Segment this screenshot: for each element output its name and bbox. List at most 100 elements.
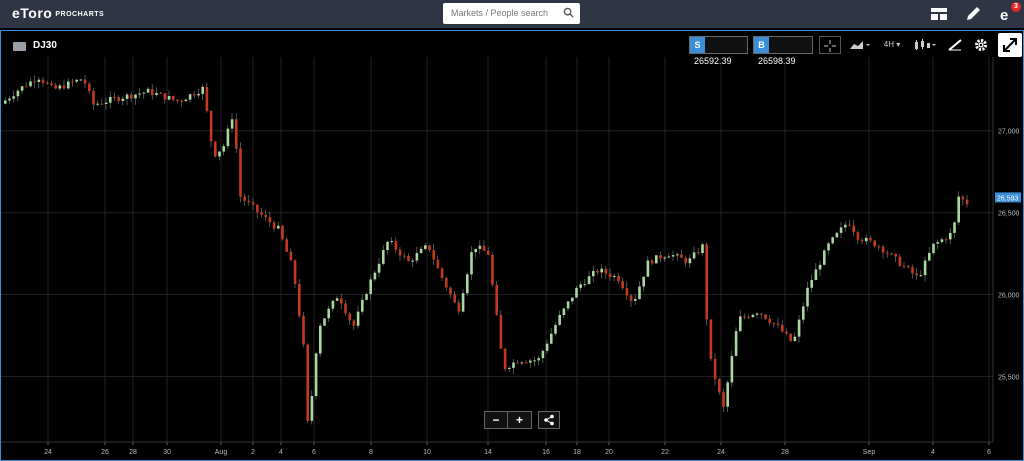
candle-body (214, 141, 217, 157)
candle-body (860, 239, 864, 242)
candle-body (306, 344, 309, 421)
drawing-tools-button[interactable] (945, 36, 965, 54)
candle-body (260, 212, 263, 215)
x-tick-label: 20 (605, 449, 613, 456)
candle-body (625, 288, 629, 296)
candle-body (579, 284, 582, 288)
candle-body (911, 267, 914, 274)
candle-body (466, 274, 469, 294)
candle-body (575, 287, 578, 298)
candle-body (88, 83, 91, 92)
candle-body (844, 224, 847, 228)
notifications-icon[interactable]: e (998, 5, 1016, 23)
candle-body (62, 85, 66, 89)
pencil-icon[interactable] (964, 5, 982, 23)
y-tick-label: 26,500 (998, 211, 1020, 218)
candle-body (709, 319, 713, 359)
candle-body (146, 88, 150, 93)
candle-body (957, 196, 960, 223)
candle-body (789, 333, 792, 341)
candle-body (29, 81, 32, 87)
etoro-logo[interactable]: eToro PROCHARTS (12, 5, 104, 21)
layout-icon[interactable] (930, 5, 948, 23)
chart-type-button[interactable] (847, 36, 873, 54)
zoom-in-button[interactable]: + (515, 413, 523, 427)
area-chart-icon (850, 41, 870, 49)
zoom-out-button[interactable]: − (485, 412, 508, 428)
instrument-symbol: DJ30 (33, 40, 57, 51)
candle-body (508, 367, 511, 369)
candle-body (524, 362, 528, 364)
candle-body (818, 264, 822, 270)
candle-body (457, 302, 461, 312)
candle-body (894, 253, 897, 257)
candle-body (138, 93, 141, 95)
candles-button[interactable] (911, 36, 939, 54)
candle-body (806, 287, 809, 307)
candle-body (823, 250, 826, 265)
sell-button[interactable]: S 26592.39 (689, 36, 748, 66)
candle-body (113, 96, 116, 98)
timeframe-button[interactable]: 4H ▾ (879, 36, 905, 54)
candle-body (512, 362, 515, 368)
candle-body (797, 319, 801, 337)
candle-body (873, 240, 876, 247)
candle-body (482, 245, 486, 251)
settings-button[interactable] (971, 36, 991, 54)
candle-body (839, 227, 843, 233)
candle-body (705, 244, 708, 320)
candle-body (831, 237, 834, 244)
candle-body (117, 97, 120, 101)
candle-body (713, 358, 717, 380)
candle-body (503, 348, 507, 369)
candle-body (222, 146, 225, 152)
candle-body (537, 358, 540, 361)
candle-body (772, 322, 776, 324)
candle-body (256, 204, 259, 213)
candle-body (671, 255, 675, 257)
candle-body (739, 316, 742, 332)
candle-body (449, 287, 452, 295)
x-tick-label: 28 (129, 449, 137, 456)
x-tick-label: 18 (573, 449, 581, 456)
candle-body (289, 251, 293, 261)
search-icon[interactable] (563, 7, 574, 18)
candle-body (461, 293, 465, 312)
candle-body (209, 110, 213, 142)
x-tick-label: 24 (44, 449, 52, 456)
candle-body (621, 281, 624, 289)
x-tick-label: 4 (279, 449, 283, 456)
candle-body (125, 94, 129, 99)
share-button[interactable] (538, 411, 560, 429)
candle-body (865, 237, 868, 242)
candle-body (768, 318, 771, 323)
sell-price: 26592.39 (694, 56, 732, 66)
candle-body (558, 314, 561, 325)
candle-body (33, 81, 36, 83)
candle-body (785, 331, 788, 334)
candle-body (919, 275, 923, 277)
candle-body (545, 343, 549, 351)
candle-body (188, 94, 192, 100)
candle-body (20, 86, 24, 91)
candle-body (235, 119, 238, 149)
candle-body (415, 253, 419, 261)
candle-body (587, 276, 591, 285)
search-input[interactable]: Markets / People search (443, 3, 580, 24)
candle-body (629, 295, 633, 301)
candle-body (319, 325, 322, 354)
candle-body (75, 79, 78, 82)
candle-body (159, 93, 162, 95)
candle-body (613, 275, 616, 277)
candle-body (151, 88, 154, 95)
crosshair-button[interactable] (819, 36, 841, 54)
candle-body (239, 148, 242, 197)
candle-body (852, 225, 855, 233)
buy-button[interactable]: B 26598.39 (753, 36, 813, 66)
candle-body (881, 246, 885, 253)
chevron-down-icon: ▾ (896, 40, 901, 49)
candle-body (541, 350, 545, 359)
fullscreen-button[interactable] (998, 33, 1022, 57)
y-tick-label: 27,000 (998, 129, 1020, 136)
